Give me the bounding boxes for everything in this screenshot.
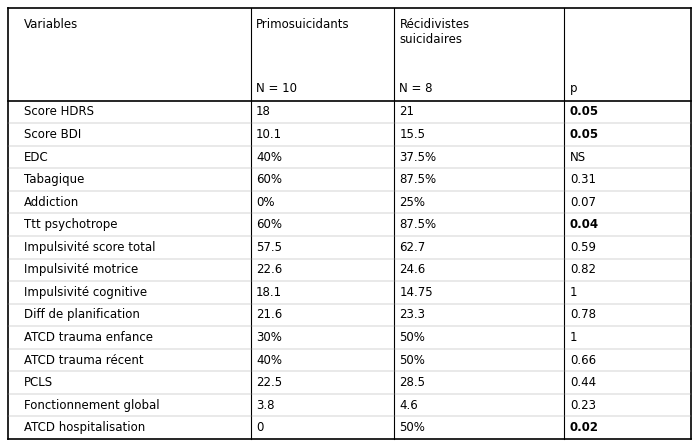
Text: Primosuicidants: Primosuicidants [256, 18, 350, 31]
Text: 0.78: 0.78 [570, 308, 596, 321]
Text: 60%: 60% [256, 218, 282, 231]
Text: 87.5%: 87.5% [399, 218, 437, 231]
Text: p: p [570, 82, 577, 95]
Text: Tabagique: Tabagique [24, 173, 85, 186]
Text: 0.31: 0.31 [570, 173, 596, 186]
Text: Score BDI: Score BDI [24, 128, 82, 141]
Text: Score HDRS: Score HDRS [24, 105, 94, 118]
Text: 0%: 0% [256, 196, 275, 209]
Text: 0.02: 0.02 [570, 421, 599, 434]
Text: 50%: 50% [399, 331, 425, 344]
Text: Variables: Variables [24, 18, 78, 31]
Text: 1: 1 [570, 331, 577, 344]
Text: N = 10: N = 10 [256, 82, 297, 95]
Text: 0.05: 0.05 [570, 128, 599, 141]
Text: 87.5%: 87.5% [399, 173, 437, 186]
Text: 23.3: 23.3 [399, 308, 426, 321]
Text: Fonctionnement global: Fonctionnement global [24, 399, 160, 412]
Text: Impulsivité cognitive: Impulsivité cognitive [24, 286, 147, 299]
Text: 62.7: 62.7 [399, 241, 426, 254]
Text: 0.82: 0.82 [570, 263, 596, 276]
Text: 18.1: 18.1 [256, 286, 282, 299]
Text: 0.66: 0.66 [570, 354, 596, 367]
Text: Diff de planification: Diff de planification [24, 308, 140, 321]
Text: ATCD hospitalisation: ATCD hospitalisation [24, 421, 145, 434]
Text: 25%: 25% [399, 196, 426, 209]
Text: 0: 0 [256, 421, 264, 434]
Text: 15.5: 15.5 [399, 128, 426, 141]
Text: 60%: 60% [256, 173, 282, 186]
Text: Impulsivité score total: Impulsivité score total [24, 241, 156, 254]
Text: 21.6: 21.6 [256, 308, 282, 321]
Text: 50%: 50% [399, 421, 425, 434]
Text: 0.07: 0.07 [570, 196, 596, 209]
Text: PCLS: PCLS [24, 376, 53, 389]
Text: 0.23: 0.23 [570, 399, 596, 412]
Text: 0.05: 0.05 [570, 105, 599, 118]
Text: 4.6: 4.6 [399, 399, 418, 412]
Text: ATCD trauma enfance: ATCD trauma enfance [24, 331, 153, 344]
Text: 22.6: 22.6 [256, 263, 282, 276]
Text: 24.6: 24.6 [399, 263, 426, 276]
Text: Impulsivité motrice: Impulsivité motrice [24, 263, 138, 276]
Text: 40%: 40% [256, 354, 282, 367]
Text: Ttt psychotrope: Ttt psychotrope [24, 218, 117, 231]
Text: 57.5: 57.5 [256, 241, 282, 254]
Text: 1: 1 [570, 286, 577, 299]
Text: 0.59: 0.59 [570, 241, 596, 254]
Text: N = 8: N = 8 [399, 82, 433, 95]
Text: 0.04: 0.04 [570, 218, 599, 231]
Text: 37.5%: 37.5% [399, 151, 437, 164]
Text: 10.1: 10.1 [256, 128, 282, 141]
Text: 40%: 40% [256, 151, 282, 164]
Text: EDC: EDC [24, 151, 49, 164]
Text: 21: 21 [399, 105, 415, 118]
Text: ATCD trauma récent: ATCD trauma récent [24, 354, 144, 367]
Text: 14.75: 14.75 [399, 286, 433, 299]
Text: 30%: 30% [256, 331, 282, 344]
Text: Récidivistes
suicidaires: Récidivistes suicidaires [399, 18, 470, 46]
Text: 28.5: 28.5 [399, 376, 426, 389]
Text: 50%: 50% [399, 354, 425, 367]
Text: Addiction: Addiction [24, 196, 80, 209]
Text: 18: 18 [256, 105, 271, 118]
Text: 0.44: 0.44 [570, 376, 596, 389]
Text: 3.8: 3.8 [256, 399, 275, 412]
Text: 22.5: 22.5 [256, 376, 282, 389]
Text: NS: NS [570, 151, 586, 164]
